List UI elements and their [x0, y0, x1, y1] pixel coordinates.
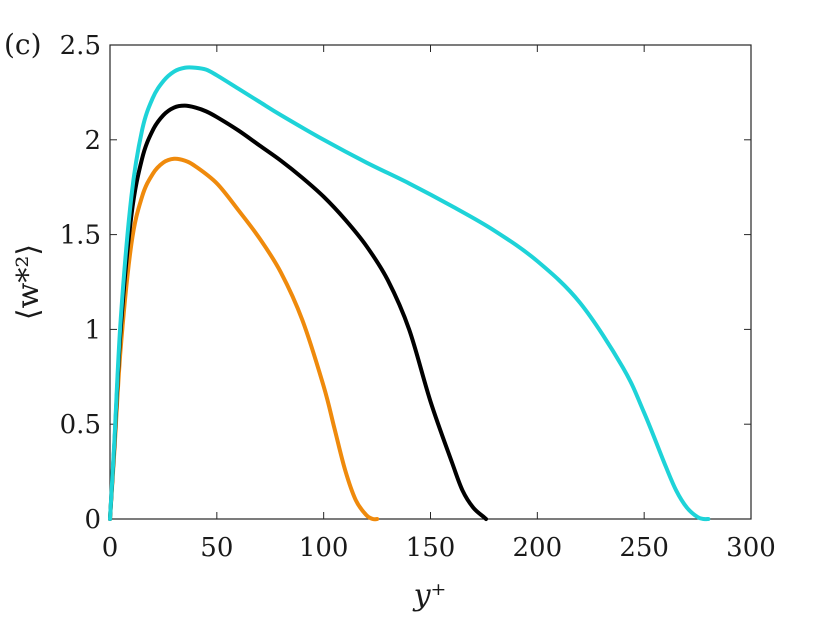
y-tick-label: 0 [84, 505, 101, 535]
series-line-2 [108, 103, 489, 521]
plot-frame [109, 44, 752, 520]
y-tick-label: 2.5 [60, 31, 101, 61]
x-tick-label: 0 [102, 533, 119, 563]
y-tick-label: 1 [84, 315, 101, 345]
x-tick-label: 50 [200, 533, 233, 563]
axis-ticks [109, 44, 752, 520]
y-tick-label: 0.5 [60, 410, 101, 440]
x-tick-labels: 0 50 100 150 200 250 300 [102, 533, 776, 563]
panel-label: (c) [4, 28, 42, 61]
y-tick-label: 2 [84, 126, 101, 156]
y-axis-label: ⟨w*²⟩ [11, 244, 46, 320]
y-tick-label: 1.5 [60, 221, 101, 251]
series-layer [108, 65, 711, 522]
y-tick-labels: 0 0.5 1 1.5 2 2.5 [60, 31, 101, 535]
series-line-3 [108, 65, 711, 522]
x-tick-label: 200 [513, 533, 563, 563]
x-tick-label: 100 [299, 533, 349, 563]
x-axis-label: y⁺ [412, 578, 447, 613]
x-tick-label: 250 [619, 533, 669, 563]
series-line-1 [108, 156, 380, 522]
x-tick-label: 300 [726, 533, 776, 563]
x-tick-label: 150 [406, 533, 456, 563]
